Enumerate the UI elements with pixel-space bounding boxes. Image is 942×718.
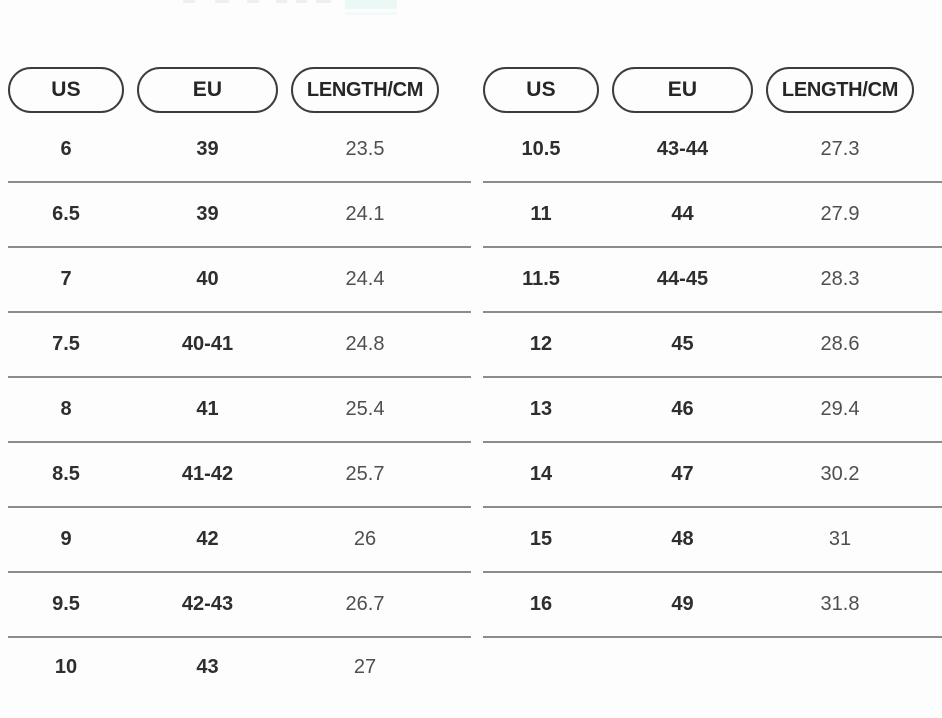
- length-cm-cell: 31: [828, 528, 852, 550]
- table-row: 10 43 27: [8, 638, 471, 718]
- length-cm-cell: 25.7: [345, 463, 385, 485]
- length-cm-cell: 24.4: [345, 268, 385, 290]
- length-cm-cell: 28.3: [820, 268, 860, 290]
- header-pill-eu: EU: [612, 67, 753, 113]
- cropped-top-artifact: [0, 0, 942, 67]
- header-pill-length: LENGTH/CM: [291, 67, 439, 113]
- length-cm-cell: 26.7: [345, 593, 385, 615]
- header-pill-us: US: [8, 67, 124, 113]
- us-size-cell: 8: [60, 398, 72, 420]
- table-row: 14 47 30.2: [483, 443, 942, 508]
- us-size-cell: 11: [530, 203, 552, 225]
- header-pill-eu: EU: [137, 67, 278, 113]
- length-cm-cell: 24.1: [345, 203, 385, 225]
- table-row: 9.5 42-43 26.7: [8, 573, 471, 638]
- us-size-cell: 15: [529, 528, 553, 550]
- cropped-text-artifact: [247, 0, 259, 3]
- cropped-underline-artifact: [345, 12, 397, 15]
- cropped-text-artifact: [215, 0, 229, 3]
- eu-size-cell: 43: [196, 656, 219, 678]
- length-cm-cell: 27.9: [820, 203, 860, 225]
- us-size-cell: 7.5: [52, 333, 80, 355]
- length-cm-cell: 24.8: [345, 333, 385, 355]
- us-size-cell: 6: [60, 138, 72, 160]
- length-cm-cell: 30.2: [820, 463, 860, 485]
- size-table-left: US EU LENGTH/CM 6 39 23.5 6.5 39 24.1 7 …: [0, 67, 471, 718]
- table-row: 12 45 28.6: [483, 313, 942, 378]
- length-cm-cell: 25.4: [345, 398, 385, 420]
- table-header-row: US EU LENGTH/CM: [483, 67, 942, 118]
- table-row: 6 39 23.5: [8, 118, 471, 183]
- us-size-cell: 10.5: [521, 138, 561, 160]
- us-size-cell: 13: [529, 398, 553, 420]
- eu-size-cell: 44-45: [656, 268, 709, 290]
- table-row: 8 41 25.4: [8, 378, 471, 443]
- eu-size-cell: 40-41: [181, 333, 234, 355]
- eu-size-cell: 43-44: [656, 138, 709, 160]
- table-row: 11 44 27.9: [483, 183, 942, 248]
- eu-size-cell: 47: [671, 463, 694, 485]
- eu-size-cell: 44: [671, 203, 694, 225]
- eu-size-cell: 45: [671, 333, 694, 355]
- table-row: 13 46 29.4: [483, 378, 942, 443]
- cropped-text-artifact: [276, 0, 287, 3]
- header-pill-length: LENGTH/CM: [766, 67, 914, 113]
- table-row: 16 49 31.8: [483, 573, 942, 638]
- length-cm-cell: 27: [353, 656, 377, 678]
- length-cm-cell: 29.4: [820, 398, 860, 420]
- size-table-right: US EU LENGTH/CM 10.5 43-44 27.3 11 44 27…: [471, 67, 942, 718]
- cropped-text-artifact: [316, 0, 331, 3]
- table-row: 6.5 39 24.1: [8, 183, 471, 248]
- eu-size-cell: 41-42: [181, 463, 234, 485]
- eu-size-cell: 39: [196, 203, 219, 225]
- eu-size-cell: 42: [196, 528, 219, 550]
- eu-size-cell: 48: [671, 528, 694, 550]
- length-cm-cell: 28.6: [820, 333, 860, 355]
- eu-size-cell: 42-43: [181, 593, 234, 615]
- header-pill-us: US: [483, 67, 599, 113]
- table-row: 9 42 26: [8, 508, 471, 573]
- us-size-cell: 11.5: [522, 268, 560, 290]
- eu-size-cell: 39: [196, 138, 219, 160]
- eu-size-cell: 40: [196, 268, 219, 290]
- us-size-cell: 14: [529, 463, 553, 485]
- us-size-cell: 6.5: [52, 203, 80, 225]
- us-size-cell: 8.5: [52, 463, 80, 485]
- eu-size-cell: 46: [671, 398, 694, 420]
- eu-size-cell: 49: [671, 593, 694, 615]
- length-cm-cell: 27.3: [820, 138, 860, 160]
- eu-size-cell: 41: [196, 398, 219, 420]
- table-row: 7 40 24.4: [8, 248, 471, 313]
- us-size-cell: 16: [529, 593, 553, 615]
- cropped-text-artifact: [296, 0, 307, 3]
- length-cm-cell: 26: [353, 528, 377, 550]
- cropped-text-artifact: [183, 0, 195, 3]
- us-size-cell: 9.5: [52, 593, 80, 615]
- us-size-cell: 10: [54, 656, 78, 678]
- length-cm-cell: 23.5: [345, 138, 385, 160]
- cropped-highlight-artifact: [345, 0, 397, 9]
- us-size-cell: 12: [529, 333, 553, 355]
- size-tables: US EU LENGTH/CM 6 39 23.5 6.5 39 24.1 7 …: [0, 67, 942, 718]
- table-row: 8.5 41-42 25.7: [8, 443, 471, 508]
- us-size-cell: 7: [60, 268, 72, 290]
- table-row: 10.5 43-44 27.3: [483, 118, 942, 183]
- table-row: 11.5 44-45 28.3: [483, 248, 942, 313]
- table-row: 15 48 31: [483, 508, 942, 573]
- table-header-row: US EU LENGTH/CM: [8, 67, 471, 118]
- us-size-cell: 9: [60, 528, 72, 550]
- table-row: 7.5 40-41 24.8: [8, 313, 471, 378]
- length-cm-cell: 31.8: [820, 593, 860, 615]
